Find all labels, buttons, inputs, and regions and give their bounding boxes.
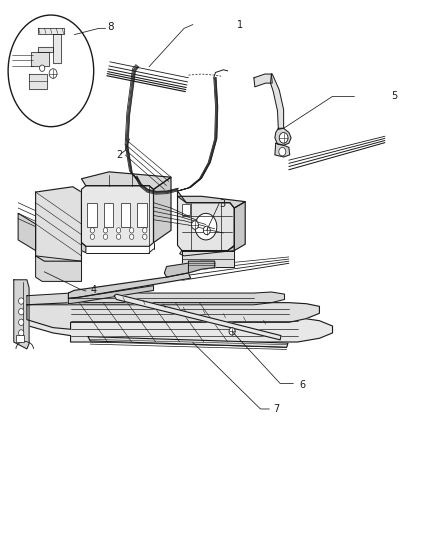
Polygon shape	[38, 28, 64, 34]
Polygon shape	[38, 47, 53, 52]
Circle shape	[203, 226, 210, 235]
Circle shape	[279, 133, 288, 143]
Polygon shape	[254, 74, 272, 87]
Circle shape	[39, 65, 45, 71]
Text: 1: 1	[237, 20, 243, 30]
Circle shape	[195, 213, 217, 240]
Polygon shape	[88, 337, 288, 348]
Polygon shape	[53, 34, 60, 63]
Circle shape	[191, 221, 198, 229]
Circle shape	[90, 234, 95, 239]
Circle shape	[49, 69, 57, 78]
Text: 8: 8	[108, 22, 114, 33]
Text: 5: 5	[392, 91, 398, 101]
Polygon shape	[35, 187, 81, 261]
Text: 3: 3	[219, 199, 225, 209]
Polygon shape	[177, 196, 245, 208]
FancyBboxPatch shape	[138, 203, 147, 227]
Polygon shape	[31, 52, 49, 66]
Polygon shape	[182, 251, 234, 266]
Polygon shape	[27, 303, 319, 329]
Circle shape	[117, 228, 121, 233]
Text: 2: 2	[117, 150, 123, 160]
Polygon shape	[180, 246, 234, 256]
Circle shape	[103, 234, 108, 239]
Polygon shape	[68, 273, 191, 298]
Polygon shape	[153, 177, 171, 243]
Polygon shape	[234, 201, 245, 251]
Circle shape	[18, 319, 24, 326]
Polygon shape	[18, 213, 35, 251]
FancyBboxPatch shape	[182, 204, 190, 215]
Circle shape	[90, 228, 95, 233]
Circle shape	[130, 234, 134, 239]
Polygon shape	[164, 261, 215, 277]
Polygon shape	[35, 256, 81, 281]
Polygon shape	[177, 191, 234, 251]
Polygon shape	[27, 318, 332, 342]
FancyBboxPatch shape	[87, 203, 97, 227]
FancyBboxPatch shape	[16, 335, 24, 342]
Circle shape	[18, 298, 24, 304]
Text: 6: 6	[300, 379, 306, 390]
Text: 4: 4	[90, 286, 96, 295]
Polygon shape	[81, 185, 153, 246]
Circle shape	[18, 309, 24, 315]
Polygon shape	[27, 292, 285, 305]
Circle shape	[279, 148, 286, 156]
FancyBboxPatch shape	[120, 203, 130, 227]
Ellipse shape	[8, 15, 94, 127]
Polygon shape	[14, 280, 29, 349]
Polygon shape	[271, 74, 284, 130]
Circle shape	[143, 228, 147, 233]
Polygon shape	[275, 128, 291, 146]
Polygon shape	[188, 261, 215, 273]
Polygon shape	[68, 286, 153, 304]
Circle shape	[143, 234, 147, 239]
Circle shape	[229, 328, 235, 335]
Polygon shape	[275, 143, 290, 157]
Circle shape	[18, 330, 24, 336]
Polygon shape	[81, 243, 86, 253]
Polygon shape	[81, 172, 171, 189]
Circle shape	[117, 234, 121, 239]
Circle shape	[103, 228, 108, 233]
Text: 7: 7	[274, 404, 280, 414]
Polygon shape	[29, 74, 46, 90]
FancyBboxPatch shape	[104, 203, 113, 227]
Circle shape	[130, 228, 134, 233]
Polygon shape	[114, 294, 281, 340]
